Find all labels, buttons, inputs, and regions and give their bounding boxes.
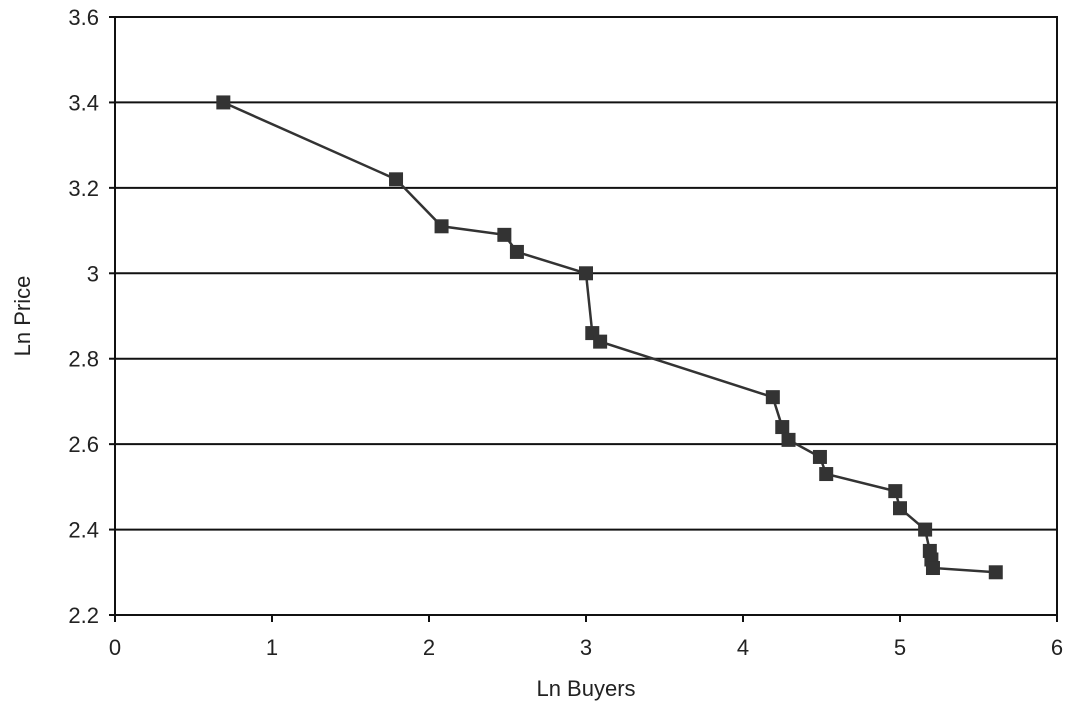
x-tick-label: 1 xyxy=(266,635,278,660)
y-tick-label: 3.6 xyxy=(68,5,99,30)
y-tick-label: 2.4 xyxy=(68,518,99,543)
axis-ticks: 2.2 2.4 2.6 2.8 3 3.2 3.4 3.6 0 1 2 3 4 5 6 xyxy=(68,5,1063,660)
x-axis-label: Ln Buyers xyxy=(536,676,635,701)
series xyxy=(216,95,1003,580)
x-tick-label: 2 xyxy=(423,635,435,660)
data-point xyxy=(812,449,827,464)
y-tick-label: 2.8 xyxy=(68,347,99,372)
data-point xyxy=(216,95,231,110)
y-tick-label: 3.4 xyxy=(68,90,99,115)
data-point xyxy=(509,244,524,259)
x-tick-label: 5 xyxy=(894,635,906,660)
plot-area xyxy=(114,16,1058,616)
data-point xyxy=(497,227,512,242)
x-tick-label: 3 xyxy=(580,635,592,660)
grid xyxy=(115,16,1057,616)
x-tick-label: 4 xyxy=(737,635,749,660)
series-line xyxy=(222,101,996,574)
data-point xyxy=(579,266,593,281)
y-tick-label: 2.2 xyxy=(68,603,99,628)
x-tick-label: 0 xyxy=(109,635,121,660)
y-tick-label: 2.6 xyxy=(68,432,99,457)
data-point xyxy=(988,565,1003,580)
data-point xyxy=(765,390,780,405)
data-point xyxy=(819,467,834,482)
data-point xyxy=(593,334,608,349)
y-axis-label: Ln Price xyxy=(10,276,35,357)
data-point xyxy=(893,501,907,516)
data-point xyxy=(434,219,449,234)
data-point xyxy=(389,172,404,187)
data-point xyxy=(775,420,790,435)
data-point xyxy=(918,522,933,537)
y-tick-label: 3.2 xyxy=(68,176,99,201)
data-point xyxy=(781,432,796,447)
data-point xyxy=(888,484,903,499)
x-tick-label: 6 xyxy=(1051,635,1063,660)
y-tick-label: 3 xyxy=(87,261,99,286)
data-point xyxy=(925,561,940,576)
